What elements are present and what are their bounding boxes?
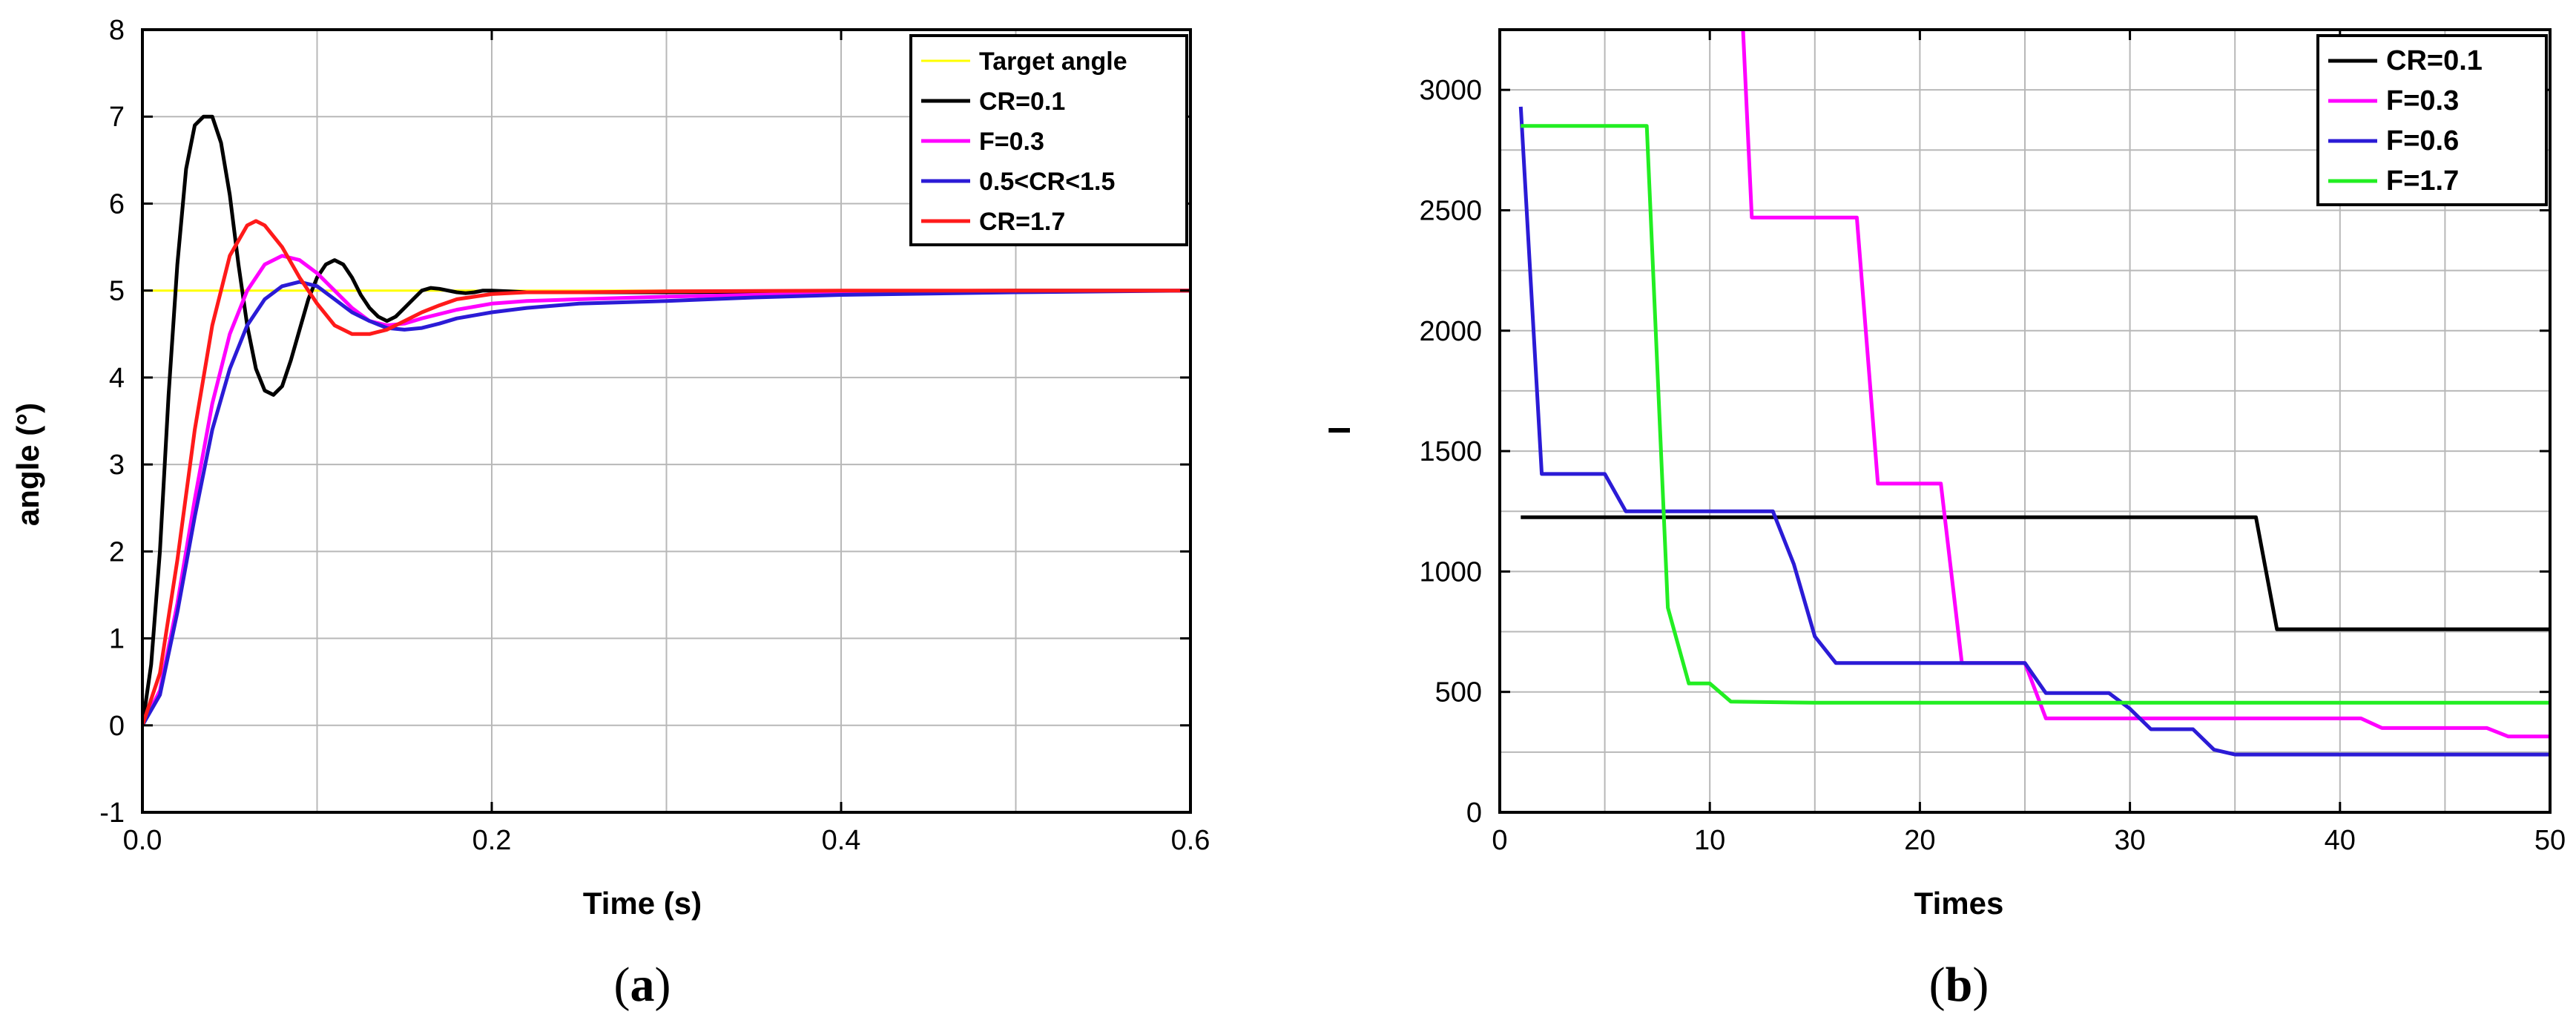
panel-label-b-open: ( (1928, 958, 1946, 1012)
chart-a-y-tick-label: 7 (109, 102, 125, 133)
chart-panel-a: 0.0 0.2 0.4 0.6 -1 0 1 2 3 4 5 6 7 8 Target angle CR=0… (10, 15, 1210, 921)
chart-a-y-tick-label: 8 (109, 15, 125, 46)
chart-a-legend-label-0: Target angle (979, 47, 1127, 76)
chart-a-x-tick-label: 0.6 (1171, 825, 1210, 856)
chart-b-x-tick-label: 20 (1904, 825, 1935, 856)
chart-b-series-line-0 (1521, 515, 2550, 631)
chart-a-y-tick-label: 0 (109, 711, 125, 742)
chart-b-y-axis-label: I (1322, 426, 1357, 435)
panel-label-a-close: ) (654, 958, 671, 1012)
chart-b-legend-label-3: F=1.7 (2386, 165, 2459, 197)
chart-a-legend-label-1: CR=0.1 (979, 88, 1065, 116)
chart-a-legend-label-3: 0.5<CR<1.5 (979, 168, 1115, 196)
chart-a-y-tick-label: 5 (109, 276, 125, 307)
chart-b-x-tick-label: 10 (1694, 825, 1725, 856)
chart-a-legend: Target angle CR=0.1 F=0.3 0.5<CR<1.5 CR=1.7 (909, 34, 1188, 246)
panel-label-b: (b) (1885, 957, 2033, 1013)
panel-label-b-letter: b (1945, 958, 1973, 1012)
chart-a-y-tick-label: 3 (109, 450, 125, 481)
chart-a-series-group (142, 114, 1190, 727)
chart-b-legend-label-1: F=0.3 (2386, 85, 2459, 116)
panel-label-a-open: ( (613, 958, 630, 1012)
chart-a-y-tick-label: -1 (99, 797, 125, 829)
chart-b-y-tick-label: 500 (1435, 677, 1482, 708)
chart-a-legend-label-4: CR=1.7 (979, 208, 1065, 236)
chart-a-ticks: 0.0 0.2 0.4 0.6 -1 0 1 2 3 4 5 6 7 8 (99, 15, 1210, 856)
chart-b-plot-frame (1498, 28, 2552, 814)
chart-b-x-tick-label: 40 (2325, 825, 2356, 856)
chart-b-legend-box (2316, 34, 2548, 206)
chart-b-x-axis-label: Times (1914, 886, 2004, 921)
chart-a-y-tick-label: 1 (109, 624, 125, 655)
chart-a-y-tick-label: 2 (109, 536, 125, 568)
chart-a-x-tick-label: 0.4 (822, 825, 861, 856)
chart-a-x-tick-label: 0.2 (472, 825, 512, 856)
chart-a-series-line-2 (142, 254, 1190, 726)
chart-b-y-tick-label: 3000 (1419, 75, 1482, 106)
chart-b-x-tick-label: 50 (2534, 825, 2566, 856)
chart-b-legend-label-0: CR=0.1 (2386, 45, 2483, 76)
chart-b-legend: CR=0.1 F=0.3 F=0.6 F=1.7 (2316, 34, 2548, 206)
panel-label-a-letter: a (630, 958, 655, 1012)
chart-a-plot-frame (141, 28, 1192, 814)
chart-b-y-tick-label: 1500 (1419, 436, 1482, 467)
chart-b-legend-label-2: F=0.6 (2386, 125, 2459, 157)
chart-a-x-tick-label: 0.0 (123, 825, 162, 856)
chart-a-legend-label-2: F=0.3 (979, 128, 1044, 156)
chart-b-y-tick-label: 0 (1466, 797, 1482, 829)
panel-label-b-close: ) (1972, 958, 1989, 1012)
chart-b-y-tick-label: 2500 (1419, 195, 1482, 226)
chart-b-x-tick-label: 0 (1492, 825, 1507, 856)
chart-a-series-line-4 (142, 219, 1190, 726)
chart-b-series-group (1518, 30, 2550, 757)
chart-a-y-tick-label: 4 (109, 363, 125, 394)
chart-b-series-line-2 (1518, 106, 2550, 757)
chart-b-x-tick-label: 30 (2114, 825, 2145, 856)
chart-a-y-axis-label: angle (°) (10, 403, 45, 526)
chart-a-y-tick-label: 6 (109, 188, 125, 220)
panel-label-a: (a) (568, 957, 717, 1013)
chart-b-y-tick-label: 1000 (1419, 556, 1482, 588)
chart-a-x-axis-label: Time (s) (583, 886, 702, 921)
chart-b-series-line-3 (1521, 124, 2550, 705)
chart-a-series-line-3 (142, 280, 1190, 727)
chart-b-y-tick-label: 2000 (1419, 316, 1482, 347)
